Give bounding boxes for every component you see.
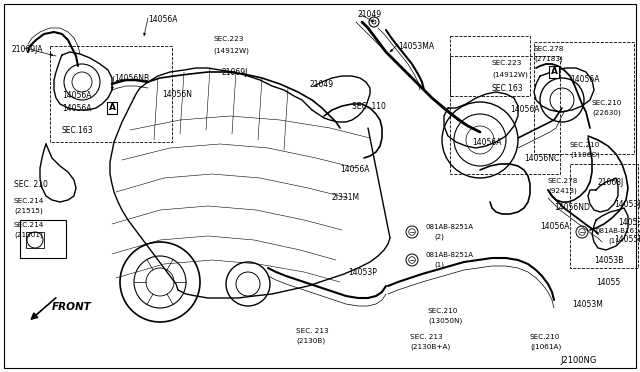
Text: (1): (1) — [608, 238, 618, 244]
Text: 081AB-B161A: 081AB-B161A — [596, 228, 640, 234]
Bar — [450, 36, 530, 96]
Text: (22630): (22630) — [592, 110, 621, 116]
Text: SEC.163: SEC.163 — [62, 126, 93, 135]
Text: (1106O): (1106O) — [570, 152, 600, 158]
Text: 14056A: 14056A — [510, 105, 540, 114]
Text: 14056NC: 14056NC — [524, 154, 559, 163]
Text: J2100NG: J2100NG — [560, 356, 596, 365]
Text: 14055: 14055 — [596, 278, 620, 287]
Text: 21049: 21049 — [358, 10, 382, 19]
Text: (92413): (92413) — [548, 188, 577, 195]
Text: 14056A: 14056A — [62, 104, 92, 113]
Text: 14056A: 14056A — [540, 222, 570, 231]
Text: (J1061A): (J1061A) — [530, 344, 561, 350]
Bar — [26, 232, 44, 248]
Text: 21069J: 21069J — [222, 68, 248, 77]
Text: SEC. 210: SEC. 210 — [14, 180, 48, 189]
Text: SEC.210: SEC.210 — [530, 334, 561, 340]
Text: 14056ND: 14056ND — [554, 203, 590, 212]
Text: SEC.278: SEC.278 — [548, 178, 579, 184]
Text: 081AB-8251A: 081AB-8251A — [426, 224, 474, 230]
Bar — [534, 42, 634, 154]
Text: 14056A: 14056A — [570, 75, 600, 84]
Text: 14056A: 14056A — [62, 91, 92, 100]
Text: (14912W): (14912W) — [492, 71, 528, 77]
Bar — [570, 164, 638, 268]
Text: 14053MA: 14053MA — [398, 42, 434, 51]
Text: 14053B: 14053B — [594, 256, 623, 265]
Text: SEC.210: SEC.210 — [570, 142, 600, 148]
Text: 14053P: 14053P — [348, 268, 377, 277]
Text: (13050N): (13050N) — [428, 318, 462, 324]
Text: SEC.210: SEC.210 — [592, 100, 622, 106]
Text: (21301): (21301) — [14, 232, 43, 238]
Text: 21069JA: 21069JA — [12, 45, 44, 54]
Text: SEC. 213: SEC. 213 — [296, 328, 328, 334]
Text: 14056N: 14056N — [162, 90, 192, 99]
Text: 14053: 14053 — [618, 218, 640, 227]
Bar — [20, 220, 66, 258]
Text: SEC. 110: SEC. 110 — [352, 102, 386, 111]
Text: 21068J: 21068J — [598, 178, 624, 187]
Text: 14056A: 14056A — [340, 165, 369, 174]
Bar — [450, 56, 560, 174]
Text: SEC.278: SEC.278 — [534, 46, 564, 52]
Text: (21515): (21515) — [14, 208, 43, 215]
Text: SEC. 213: SEC. 213 — [410, 334, 443, 340]
Text: 14056A: 14056A — [472, 138, 502, 147]
Text: (14912W): (14912W) — [213, 47, 249, 54]
Text: 2I331M: 2I331M — [332, 193, 360, 202]
Text: A: A — [109, 103, 115, 112]
Text: SEC.163: SEC.163 — [492, 84, 524, 93]
Text: SEC.210: SEC.210 — [428, 308, 458, 314]
Text: SEC.223: SEC.223 — [492, 60, 522, 66]
Text: 081AB-8251A: 081AB-8251A — [426, 252, 474, 258]
Text: 21049: 21049 — [310, 80, 334, 89]
Text: 14055B: 14055B — [614, 235, 640, 244]
Text: A: A — [550, 67, 557, 77]
Text: (27183): (27183) — [534, 56, 563, 62]
Text: SEC.214: SEC.214 — [14, 222, 44, 228]
Text: FRONT: FRONT — [52, 302, 92, 312]
Text: SEC.214: SEC.214 — [14, 198, 44, 204]
Text: (2130B): (2130B) — [296, 338, 325, 344]
Text: (2): (2) — [434, 234, 444, 241]
Text: (1): (1) — [434, 262, 444, 269]
Bar — [50, 46, 172, 142]
Text: 14056NB: 14056NB — [114, 74, 149, 83]
Text: 14053M: 14053M — [572, 300, 603, 309]
Text: 14056A: 14056A — [148, 15, 177, 24]
Text: (2130B+A): (2130B+A) — [410, 344, 451, 350]
Text: 14053J: 14053J — [614, 200, 640, 209]
Text: SEC.223: SEC.223 — [213, 36, 243, 42]
